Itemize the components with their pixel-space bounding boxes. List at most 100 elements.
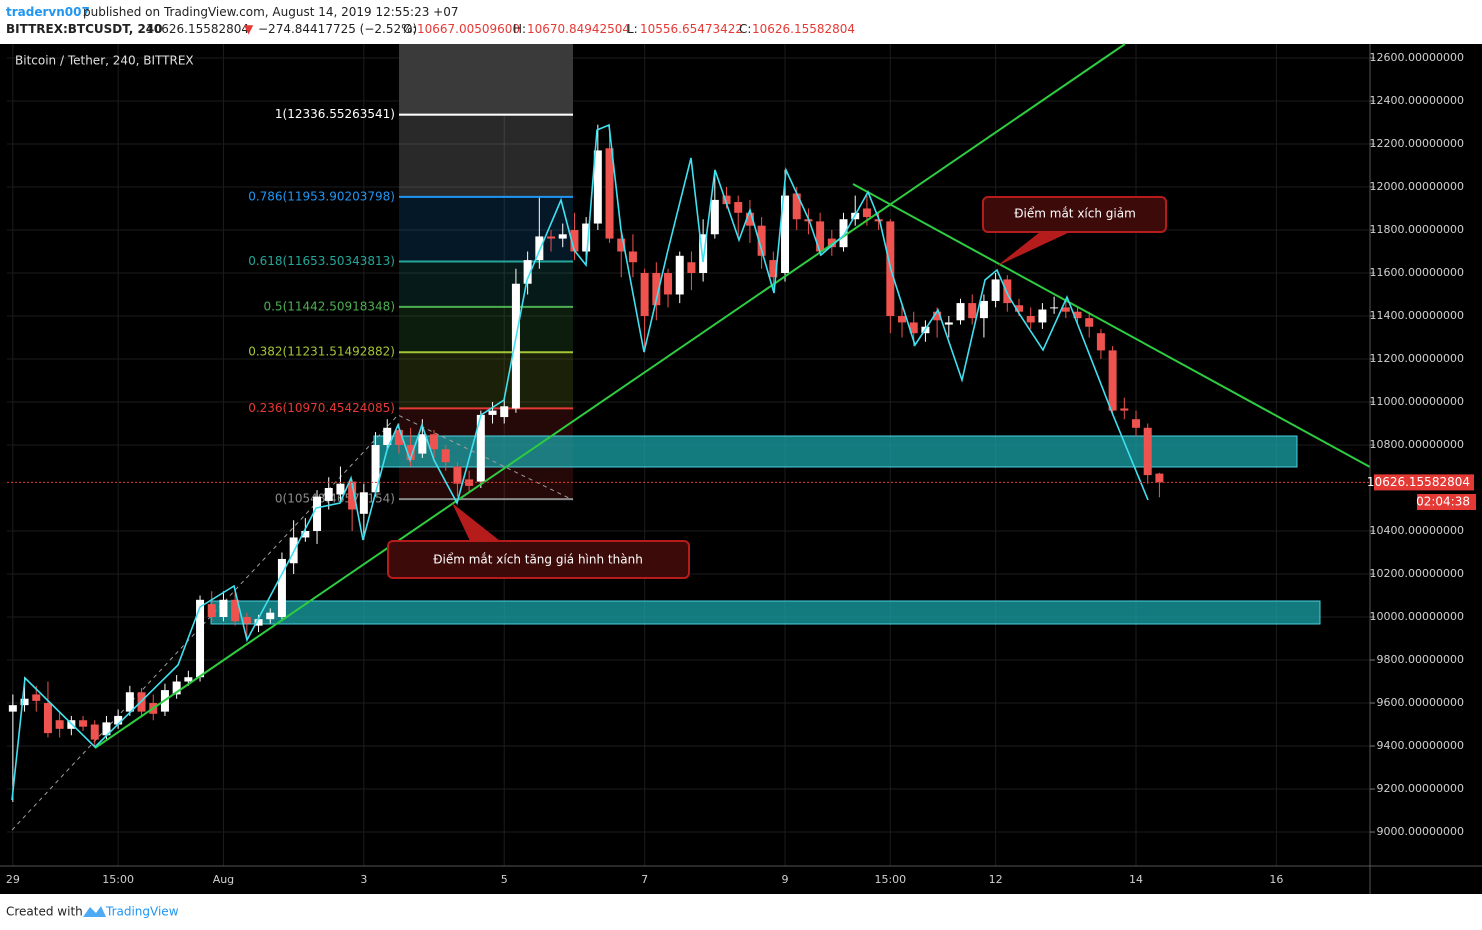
arrow: ▼ [244, 22, 254, 36]
h: 10670.84942504 [527, 22, 630, 36]
fib-label: 0.786(11953.90203798) [248, 189, 395, 203]
footer-created: Created with [6, 905, 83, 919]
candle-body [1003, 279, 1012, 304]
annotation-text: Điểm mắt xích giảm [1014, 207, 1136, 221]
annotation-text: Điểm mắt xích tăng giá hình thành [433, 553, 643, 567]
countdown: 02:04:38 [1416, 495, 1470, 509]
candle-body [20, 698, 29, 706]
header-line1: tradervn007 published on TradingView.com… [6, 5, 459, 19]
fib-label: 1(12336.55263541) [275, 107, 395, 121]
candle-body [465, 479, 474, 486]
candle-body [523, 260, 532, 284]
countdown-box [1417, 494, 1476, 510]
x-tick-label: 15:00 [874, 873, 906, 886]
candle-body [675, 255, 684, 295]
candle-body [1143, 427, 1152, 476]
candle-body [933, 311, 942, 321]
guides [11, 414, 574, 831]
candle-body [336, 483, 345, 495]
x-tick-label: 14 [1129, 873, 1143, 886]
candle-body [968, 303, 977, 319]
y-tick-label: 12200.00000000 [1370, 137, 1464, 150]
fib-band [399, 352, 573, 409]
candle-body [266, 612, 275, 620]
annotation-pointer [452, 503, 500, 541]
zone [210, 600, 1321, 625]
candle-body [488, 410, 497, 415]
candle-body [231, 599, 240, 622]
candle-body [827, 238, 836, 248]
fib-label: 0.618(11653.50343813) [248, 254, 395, 268]
logo [83, 906, 106, 917]
candle-body [254, 619, 263, 626]
fib-label: 0.5(11442.50918348) [263, 299, 395, 313]
y-tick-label: 12600.00000000 [1370, 51, 1464, 64]
y-tick-label: 9400.00000000 [1377, 739, 1464, 752]
candle-body [582, 223, 591, 252]
candle-body [511, 283, 520, 409]
c: 10626.15582804 [752, 22, 855, 36]
y-tick-label: 9000.00000000 [1377, 825, 1464, 838]
y-tick-label: 10000.00000000 [1370, 610, 1464, 623]
candle-body [394, 429, 403, 446]
o-label: O: [403, 22, 416, 36]
candle-body [956, 303, 965, 321]
candle-body [371, 445, 380, 493]
y-tick-label: 11200.00000000 [1370, 352, 1464, 365]
candle-body [593, 150, 602, 224]
fib-label: 0.236(10970.45424085) [248, 401, 395, 415]
candle-body [722, 195, 731, 205]
candle-body [687, 262, 696, 273]
footer-brand[interactable]: TradingView [105, 905, 179, 919]
candle-body [699, 234, 708, 273]
candle-body [898, 315, 907, 323]
y-tick-label: 11600.00000000 [1370, 266, 1464, 279]
candle-body [605, 148, 614, 239]
x-tick-label: 16 [1269, 873, 1283, 886]
candle-body [90, 724, 99, 740]
annotation-pointer [997, 232, 1070, 266]
candle-body [547, 236, 556, 239]
fib-band [399, 306, 573, 353]
candle-body [1026, 315, 1035, 323]
x-tick-label: 7 [641, 873, 648, 886]
candle-body [324, 488, 333, 501]
candle-body [862, 208, 871, 218]
x-tick-label: 29 [6, 873, 20, 886]
trend-line [852, 183, 1371, 468]
candle-body [1073, 311, 1082, 319]
candle-body [1096, 333, 1105, 351]
candle-body [979, 300, 988, 319]
candle-body [757, 225, 766, 256]
annotation-box [387, 540, 690, 579]
zigzag [11, 123, 1149, 801]
candle-body [277, 558, 286, 618]
candles [8, 124, 1164, 802]
candle-body [1085, 318, 1094, 327]
y-tick-label: 12000.00000000 [1370, 180, 1464, 193]
candle-body [1120, 408, 1129, 411]
candle-body [359, 492, 368, 514]
published: published on TradingView.com, August 14,… [83, 5, 459, 19]
x-tick-label: Aug [213, 873, 234, 886]
candle-body [734, 202, 743, 213]
candle-body [816, 221, 825, 252]
l: 10556.65473422 [640, 22, 743, 36]
y-tick-label: 10400.00000000 [1370, 524, 1464, 537]
candle-body [570, 229, 579, 252]
y-tick-label: 12400.00000000 [1370, 94, 1464, 107]
candle-body [1038, 309, 1047, 323]
candle-body [43, 703, 52, 734]
change: −274.84417725 (−2.52%) [258, 22, 417, 36]
candle-body [184, 677, 193, 682]
candle-body [348, 481, 357, 510]
candle-body [453, 466, 462, 484]
candle-body [500, 406, 509, 418]
trend-line [94, 43, 1126, 749]
candle-body [909, 322, 918, 334]
x-tick-label: 12 [989, 873, 1003, 886]
candle-body [839, 219, 848, 248]
y-tick-label: 11000.00000000 [1370, 395, 1464, 408]
